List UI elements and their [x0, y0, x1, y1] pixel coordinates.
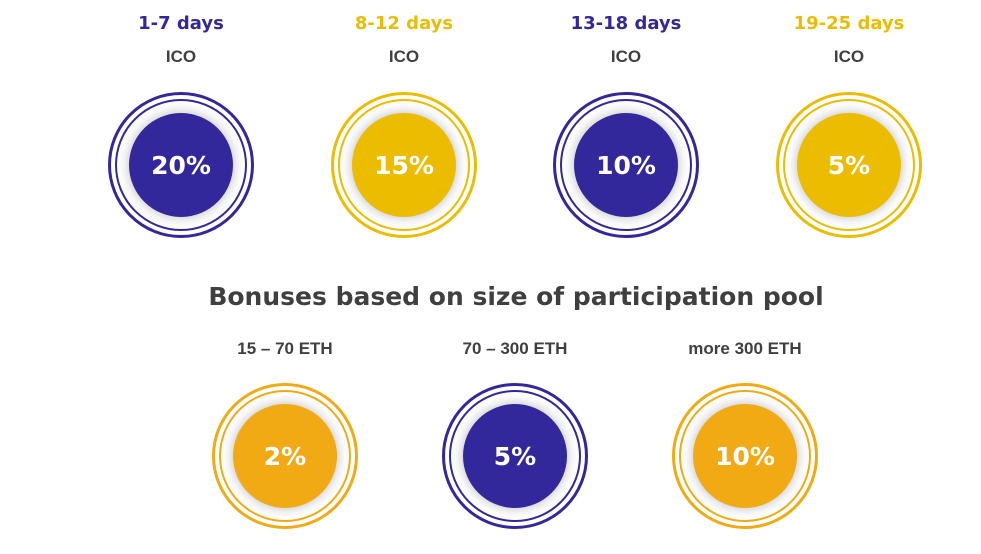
bonus-percentage: 5% — [797, 113, 901, 217]
bonus-badge: 10% — [553, 92, 699, 238]
pool-column: 70 – 300 ETH 5% — [415, 0, 615, 529]
period-column: 8-12 days ICO 15% — [304, 0, 504, 238]
badge-ring — [560, 99, 692, 231]
bonus-badge: 20% — [108, 92, 254, 238]
bonus-percentage: 10% — [693, 404, 797, 508]
bonus-percentage: 10% — [574, 113, 678, 217]
pool-size-label: more 300 ETH — [688, 339, 802, 358]
bonus-badge: 10% — [672, 383, 818, 529]
bonus-badge: 2% — [212, 383, 358, 529]
badge-ring — [115, 99, 247, 231]
pool-column: more 300 ETH 10% — [645, 0, 845, 529]
period-column: 13-18 days ICO 10% — [526, 0, 726, 238]
bonus-badge: 5% — [442, 383, 588, 529]
ico-label: ICO — [833, 47, 865, 66]
badge-ring — [679, 390, 811, 522]
badge-ring — [449, 390, 581, 522]
bonus-percentage: 5% — [463, 404, 567, 508]
bonus-percentage: 15% — [352, 113, 456, 217]
ico-label: ICO — [388, 47, 420, 66]
period-column: 1-7 days ICO 20% — [81, 0, 281, 238]
period-label: 8-12 days — [354, 13, 454, 34]
pool-size-label: 15 – 70 ETH — [237, 339, 333, 358]
ico-label: ICO — [165, 47, 197, 66]
period-label: 1-7 days — [138, 13, 224, 34]
bonus-percentage: 20% — [129, 113, 233, 217]
period-column: 19-25 days ICO 5% — [749, 0, 949, 238]
section-heading: Bonuses based on size of participation p… — [208, 282, 824, 311]
period-label: 19-25 days — [793, 13, 905, 34]
badge-ring — [338, 99, 470, 231]
ico-label: ICO — [610, 47, 642, 66]
bonus-percentage: 2% — [233, 404, 337, 508]
badge-ring — [783, 99, 915, 231]
period-label: 13-18 days — [570, 13, 682, 34]
bonus-badge: 15% — [331, 92, 477, 238]
pool-column: 15 – 70 ETH 2% — [185, 0, 385, 529]
bonus-badge: 5% — [776, 92, 922, 238]
badge-ring — [219, 390, 351, 522]
pool-size-label: 70 – 300 ETH — [462, 339, 568, 358]
